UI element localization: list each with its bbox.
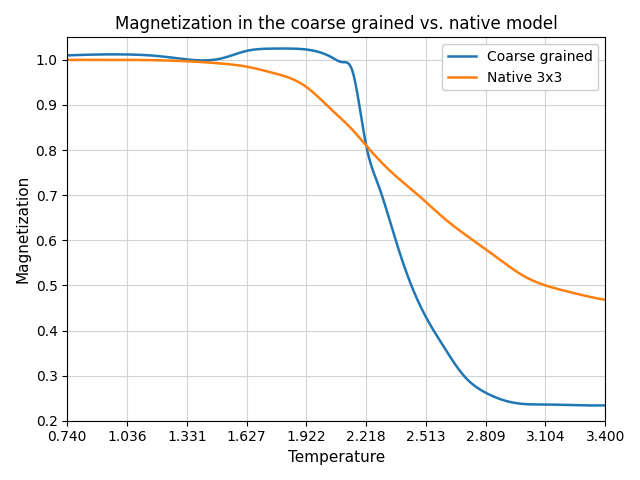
Native 3x3 xyxy=(602,297,609,303)
Legend: Coarse grained, Native 3x3: Coarse grained, Native 3x3 xyxy=(442,44,598,90)
Y-axis label: Magnetization: Magnetization xyxy=(15,175,30,283)
Coarse grained xyxy=(469,382,477,388)
Native 3x3 xyxy=(381,163,389,169)
Native 3x3 xyxy=(111,57,119,63)
Native 3x3 xyxy=(308,88,316,94)
Coarse grained xyxy=(381,203,389,209)
Coarse grained xyxy=(279,46,287,51)
X-axis label: Temperature: Temperature xyxy=(287,450,385,465)
Coarse grained xyxy=(308,48,316,53)
Coarse grained xyxy=(424,317,431,323)
Native 3x3 xyxy=(159,58,167,63)
Native 3x3 xyxy=(203,60,211,65)
Coarse grained xyxy=(591,403,599,408)
Native 3x3 xyxy=(63,57,71,63)
Coarse grained xyxy=(159,54,166,60)
Native 3x3 xyxy=(469,238,477,243)
Title: Magnetization in the coarse grained vs. native model: Magnetization in the coarse grained vs. … xyxy=(115,15,557,33)
Line: Native 3x3: Native 3x3 xyxy=(67,60,605,300)
Line: Coarse grained: Coarse grained xyxy=(67,48,605,406)
Coarse grained xyxy=(602,403,609,408)
Coarse grained xyxy=(202,58,209,63)
Native 3x3 xyxy=(424,201,431,206)
Coarse grained xyxy=(63,52,71,58)
